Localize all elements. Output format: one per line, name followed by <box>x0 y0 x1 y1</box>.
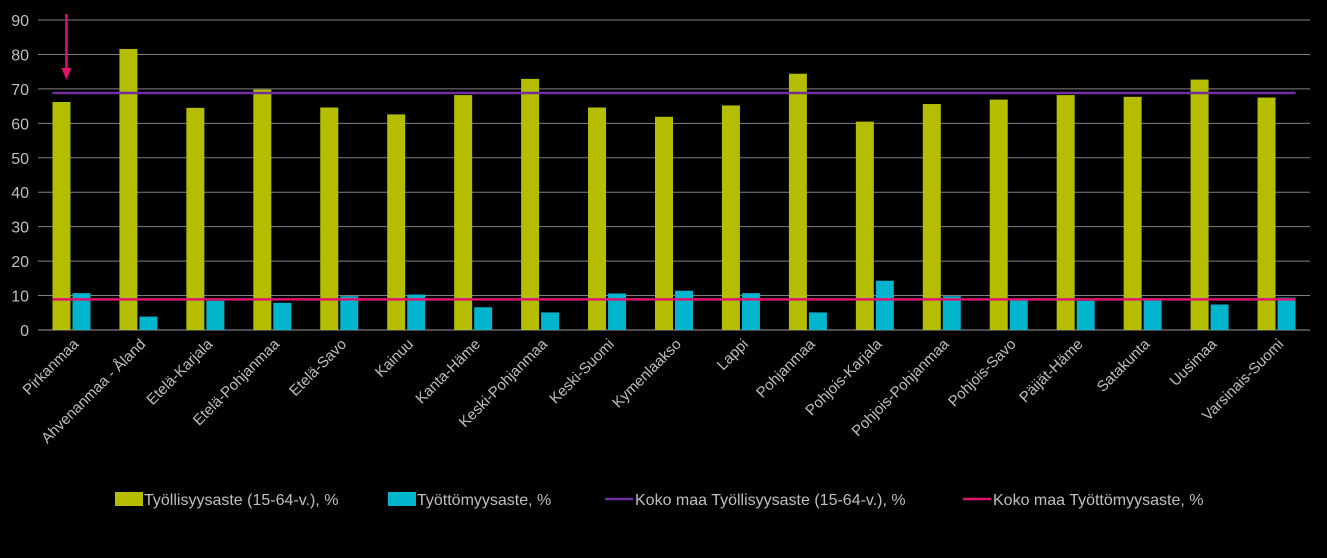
x-tick-label: Pohjanmaa <box>753 335 819 401</box>
y-tick-label: 60 <box>11 116 29 133</box>
y-tick-label: 90 <box>11 13 29 30</box>
bar-employment <box>989 99 1008 330</box>
y-tick-label: 10 <box>11 289 29 306</box>
bar-unemployment <box>474 307 493 330</box>
y-tick-label: 30 <box>11 220 29 237</box>
x-tick-label: Kymenlaakso <box>609 336 685 412</box>
annotation-arrow-head <box>61 68 72 80</box>
bar-employment <box>521 78 540 331</box>
bar-unemployment <box>1277 297 1296 330</box>
y-tick-label: 50 <box>11 151 29 168</box>
bar-employment <box>855 121 874 330</box>
legend-label: Työttömyysaste, % <box>417 492 551 509</box>
bar-employment <box>320 107 339 330</box>
bar-employment <box>1257 97 1276 330</box>
legend-label: Työllisyysaste (15-64-v.), % <box>144 492 338 509</box>
bar-unemployment <box>273 302 292 330</box>
bar-unemployment <box>72 293 91 330</box>
y-axis-ticks: 0 10 20 30 40 50 60 70 80 90 <box>11 13 29 340</box>
bar-employment <box>454 95 473 330</box>
bar-unemployment <box>407 294 426 330</box>
x-tick-label: Uusimaa <box>1167 335 1221 389</box>
bar-unemployment <box>1009 299 1028 330</box>
legend-label: Koko maa Työttömyysaste, % <box>993 492 1203 509</box>
x-tick-label: Päijät-Häme <box>1016 336 1086 406</box>
bar-unemployment <box>875 280 894 330</box>
bar-employment <box>119 48 138 330</box>
x-tick-label: Kainuu <box>372 336 417 381</box>
bar-unemployment <box>1143 298 1162 330</box>
x-tick-label: Etelä-Karjala <box>143 335 216 408</box>
x-tick-label: Etelä-Savo <box>286 336 350 400</box>
legend: Työllisyysaste (15-64-v.), % Työttömyysas… <box>115 492 1203 509</box>
gridlines <box>38 19 1310 331</box>
bar-unemployment <box>942 296 961 330</box>
y-tick-label: 40 <box>11 185 29 202</box>
reference-lines <box>52 91 1296 301</box>
bar-unemployment <box>808 312 827 330</box>
x-tick-label: Satakunta <box>1094 335 1154 395</box>
bar-unemployment <box>206 300 225 330</box>
bar-employment <box>1056 95 1075 330</box>
bar-employment <box>1190 79 1209 330</box>
bar-employment <box>788 73 807 330</box>
bar-employment <box>387 114 406 330</box>
bar-employment <box>253 89 272 330</box>
x-tick-label: Kanta-Häme <box>412 336 484 408</box>
bar-unemployment <box>675 290 693 330</box>
legend-label: Koko maa Työllisyysaste (15-64-v.), % <box>635 492 906 509</box>
bar-unemployment <box>139 316 158 330</box>
bar-employment <box>186 107 205 330</box>
x-tick-label: Pirkanmaa <box>20 335 83 398</box>
bar-employment <box>922 104 941 331</box>
y-tick-label: 0 <box>20 323 29 340</box>
bar-unemployment <box>1076 300 1095 330</box>
bar-unemployment <box>741 293 760 330</box>
legend-swatch <box>388 492 416 506</box>
y-tick-label: 80 <box>11 47 29 64</box>
bar-employment <box>1123 96 1142 330</box>
bar-unemployment <box>340 296 359 330</box>
bar-employment <box>588 107 607 330</box>
legend-swatch <box>115 492 143 506</box>
bar-unemployment <box>608 293 627 330</box>
bar-employment <box>52 101 71 330</box>
bar-unemployment <box>541 312 560 330</box>
y-tick-label: 20 <box>11 254 29 271</box>
y-tick-label: 70 <box>11 82 29 99</box>
bars <box>52 48 1296 331</box>
bar-employment <box>655 116 673 331</box>
x-tick-label: Lappi <box>714 336 752 374</box>
x-tick-label: Keski-Suomi <box>546 336 618 408</box>
x-tick-label: Pohjois-Savo <box>945 336 1020 411</box>
bar-unemployment <box>1210 304 1229 330</box>
annotations <box>61 14 72 80</box>
bar-employment <box>721 105 740 330</box>
